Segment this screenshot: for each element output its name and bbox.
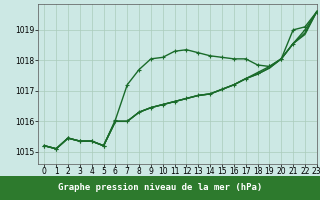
Text: Graphe pression niveau de la mer (hPa): Graphe pression niveau de la mer (hPa) xyxy=(58,184,262,192)
